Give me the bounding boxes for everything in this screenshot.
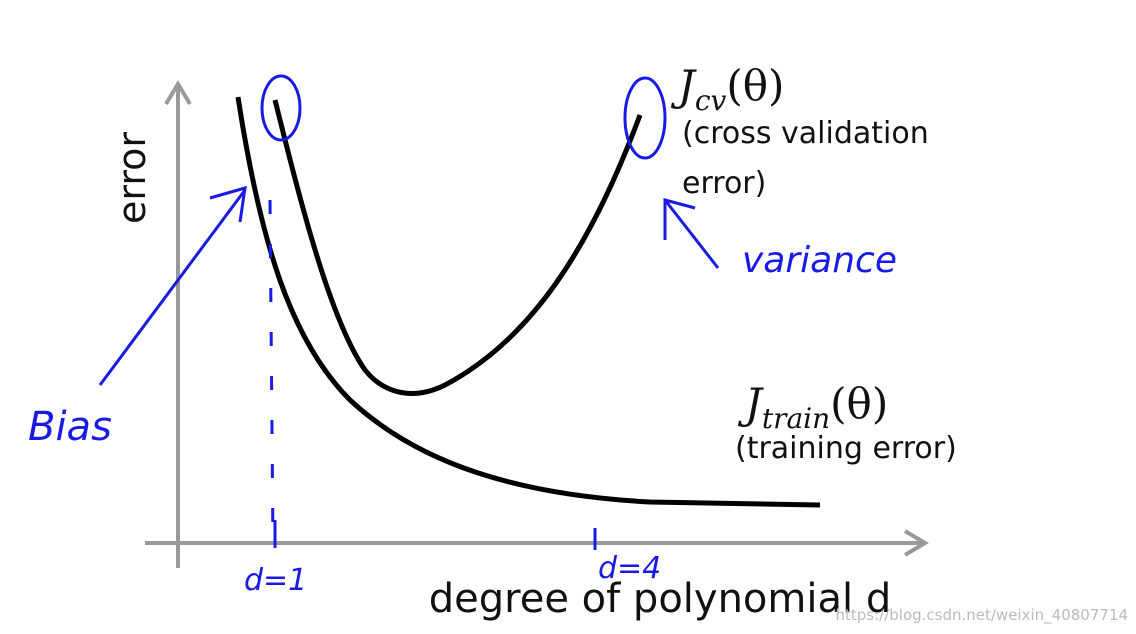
x-axis-label: degree of polynomial d [429, 576, 891, 622]
d4-note: d=4 [598, 551, 661, 586]
circle [623, 76, 667, 160]
x-arrow [903, 529, 929, 557]
train-curve [235, 96, 821, 508]
variance-arrow [663, 199, 720, 269]
bias-arrow-head [209, 185, 247, 223]
variance-arrow-head [663, 198, 696, 240]
variance-note: variance [742, 240, 897, 281]
y-axis-label: error [110, 132, 154, 224]
train-description: (training error) [735, 431, 957, 466]
circle [260, 74, 302, 142]
cv-description: error) [682, 166, 766, 201]
cv-description: (cross validation [682, 116, 929, 151]
handwriting [98, 74, 720, 550]
d1-line [268, 199, 275, 546]
argument: (θ) [830, 379, 888, 428]
cv-label: Jcv(θ) [670, 61, 784, 117]
subscript: train [762, 402, 830, 435]
argument: (θ) [726, 61, 784, 110]
subscript: cv [695, 84, 727, 117]
bias-arrow [98, 189, 247, 386]
watermark: https://blog.csdn.net/weixin_40807714 [835, 606, 1128, 625]
bias-note: Bias [28, 404, 112, 450]
y-arrow [164, 80, 192, 106]
d1-note: d=1 [244, 563, 307, 598]
cv-curve [272, 99, 643, 396]
